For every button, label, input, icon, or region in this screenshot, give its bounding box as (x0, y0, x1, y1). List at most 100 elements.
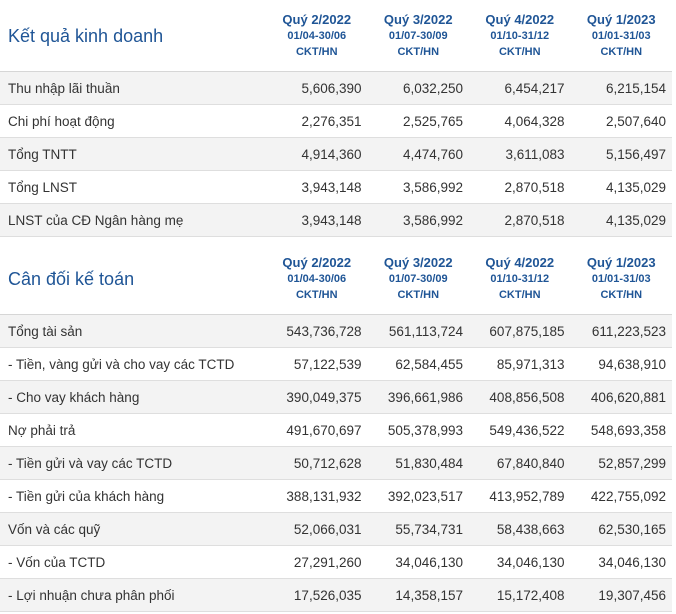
cell-value: 52,857,299 (598, 455, 666, 471)
cell-value: 6,215,154 (605, 80, 666, 96)
quarter-label[interactable]: Quý 2/2022 (282, 12, 352, 27)
cell-value: 422,755,092 (590, 488, 666, 504)
balance-section: Cân đối kế toán Quý 2/2022 01/04-30/06 C… (0, 237, 672, 612)
cell-value: 406,620,881 (590, 389, 666, 405)
cell-value: 408,856,508 (489, 389, 565, 405)
cell-value: 34,046,130 (496, 554, 565, 570)
row-label[interactable]: - Tiền gửi của khách hàng (8, 488, 165, 504)
table-row: Chi phí hoạt động 2,276,351 2,525,765 4,… (0, 105, 672, 138)
quarter-label[interactable]: Quý 4/2022 (485, 12, 555, 27)
quarter-range: 01/10-31/12 (490, 273, 550, 285)
cell-value: 4,135,029 (605, 179, 666, 195)
table-row: - Tiền gửi và vay các TCTD 50,712,628 51… (0, 447, 672, 480)
row-label[interactable]: - Tiền gửi và vay các TCTD (8, 455, 173, 471)
cell-value: 62,530,165 (598, 521, 666, 537)
balance-header: Cân đối kế toán Quý 2/2022 01/04-30/06 C… (0, 237, 672, 315)
cell-value: 52,066,031 (293, 521, 362, 537)
row-label[interactable]: - Lợi nhuận chưa phân phối (8, 587, 175, 603)
row-label[interactable]: Vốn và các quỹ (8, 521, 101, 537)
table-row: LNST của CĐ Ngân hàng mẹ 3,943,148 3,586… (0, 204, 672, 237)
cell-value: 2,525,765 (402, 113, 463, 129)
row-label[interactable]: - Cho vay khách hàng (8, 389, 140, 405)
cell-value: 5,156,497 (605, 146, 666, 162)
income-title: Kết quả kinh doanh (8, 26, 164, 46)
row-label[interactable]: Tổng LNST (8, 179, 78, 195)
cell-value: 57,122,539 (293, 356, 362, 372)
income-quarter-header: Quý 2/2022 01/04-30/06 CKT/HN (266, 0, 368, 71)
cell-value: 27,291,260 (293, 554, 362, 570)
cell-value: 413,952,789 (489, 488, 565, 504)
cell-value: 543,736,728 (286, 323, 362, 339)
row-label[interactable]: - Vốn của TCTD (8, 554, 106, 570)
cell-value: 4,064,328 (504, 113, 565, 129)
cell-value: 3,611,083 (505, 146, 565, 162)
quarter-range: 01/01-31/03 (591, 30, 651, 42)
table-row: Vốn và các quỹ 52,066,031 55,734,731 58,… (0, 513, 672, 546)
row-label[interactable]: LNST của CĐ Ngân hàng mẹ (8, 212, 184, 228)
income-quarter-header: Quý 1/2023 01/01-31/03 CKT/HN (571, 0, 673, 71)
quarter-label[interactable]: Quý 4/2022 (485, 255, 555, 270)
income-quarter-header: Quý 4/2022 01/10-31/12 CKT/HN (469, 0, 571, 71)
cell-value: 94,638,910 (598, 356, 666, 372)
table-row: - Tiền gửi của khách hàng 388,131,932 39… (0, 480, 672, 513)
cell-value: 58,438,663 (496, 521, 565, 537)
row-label[interactable]: Tổng tài sản (8, 323, 83, 339)
quarter-label[interactable]: Quý 1/2023 (586, 255, 656, 270)
cell-value: 14,358,157 (395, 587, 463, 603)
quarter-unit: CKT/HN (295, 46, 338, 58)
cell-value: 6,032,250 (402, 80, 463, 96)
quarter-unit: CKT/HN (600, 289, 643, 301)
quarter-range: 01/10-31/12 (490, 30, 550, 42)
cell-value: 549,436,522 (489, 422, 565, 438)
cell-value: 34,046,130 (395, 554, 463, 570)
cell-value: 392,023,517 (387, 488, 463, 504)
row-label[interactable]: - Tiền, vàng gửi và cho vay các TCTD (8, 356, 235, 372)
cell-value: 19,307,456 (598, 587, 666, 603)
cell-value: 3,586,992 (402, 179, 463, 195)
table-row: - Vốn của TCTD 27,291,260 34,046,130 34,… (0, 546, 672, 579)
cell-value: 6,454,217 (504, 80, 565, 96)
balance-quarter-header: Quý 3/2022 01/07-30/09 CKT/HN (368, 237, 470, 314)
cell-value: 15,172,408 (496, 587, 565, 603)
cell-value: 388,131,932 (286, 488, 362, 504)
table-row: - Tiền, vàng gửi và cho vay các TCTD 57,… (0, 348, 672, 381)
cell-value: 62,584,455 (395, 356, 463, 372)
balance-quarter-header: Quý 2/2022 01/04-30/06 CKT/HN (266, 237, 368, 314)
quarter-unit: CKT/HN (295, 289, 338, 301)
cell-value: 607,875,185 (489, 323, 565, 339)
cell-value: 491,670,697 (286, 422, 362, 438)
cell-value: 67,840,840 (496, 455, 565, 471)
cell-value: 390,049,375 (286, 389, 362, 405)
cell-value: 396,661,986 (387, 389, 463, 405)
cell-value: 4,914,360 (301, 146, 362, 162)
quarter-range: 01/04-30/06 (287, 273, 347, 285)
cell-value: 34,046,130 (598, 554, 666, 570)
cell-value: 4,474,760 (402, 146, 463, 162)
quarter-unit: CKT/HN (498, 289, 541, 301)
table-row: Tổng tài sản 543,736,728 561,113,724 607… (0, 315, 672, 348)
cell-value: 505,378,993 (387, 422, 463, 438)
balance-quarter-header: Quý 1/2023 01/01-31/03 CKT/HN (571, 237, 673, 314)
quarter-label[interactable]: Quý 3/2022 (383, 255, 453, 270)
row-label[interactable]: Nợ phải trả (8, 422, 76, 438)
cell-value: 55,734,731 (395, 521, 463, 537)
table-row: Nợ phải trả 491,670,697 505,378,993 549,… (0, 414, 672, 447)
quarter-unit: CKT/HN (397, 46, 440, 58)
balance-title: Cân đối kế toán (8, 269, 135, 289)
quarter-label[interactable]: Quý 2/2022 (282, 255, 352, 270)
table-row: Tổng LNST 3,943,148 3,586,992 2,870,518 … (0, 171, 672, 204)
quarter-label[interactable]: Quý 1/2023 (586, 12, 656, 27)
cell-value: 611,223,523 (591, 323, 666, 339)
row-label[interactable]: Chi phí hoạt động (8, 113, 115, 129)
quarter-range: 01/07-30/09 (388, 273, 448, 285)
cell-value: 4,135,029 (605, 212, 666, 228)
row-label[interactable]: Tổng TNTT (8, 146, 77, 162)
cell-value: 2,507,640 (605, 113, 666, 129)
table-row: Tổng TNTT 4,914,360 4,474,760 3,611,083 … (0, 138, 672, 171)
cell-value: 5,606,390 (301, 80, 362, 96)
row-label[interactable]: Thu nhập lãi thuần (8, 80, 120, 96)
quarter-label[interactable]: Quý 3/2022 (383, 12, 453, 27)
cell-value: 85,971,313 (496, 356, 565, 372)
quarter-unit: CKT/HN (600, 46, 643, 58)
quarter-unit: CKT/HN (498, 46, 541, 58)
